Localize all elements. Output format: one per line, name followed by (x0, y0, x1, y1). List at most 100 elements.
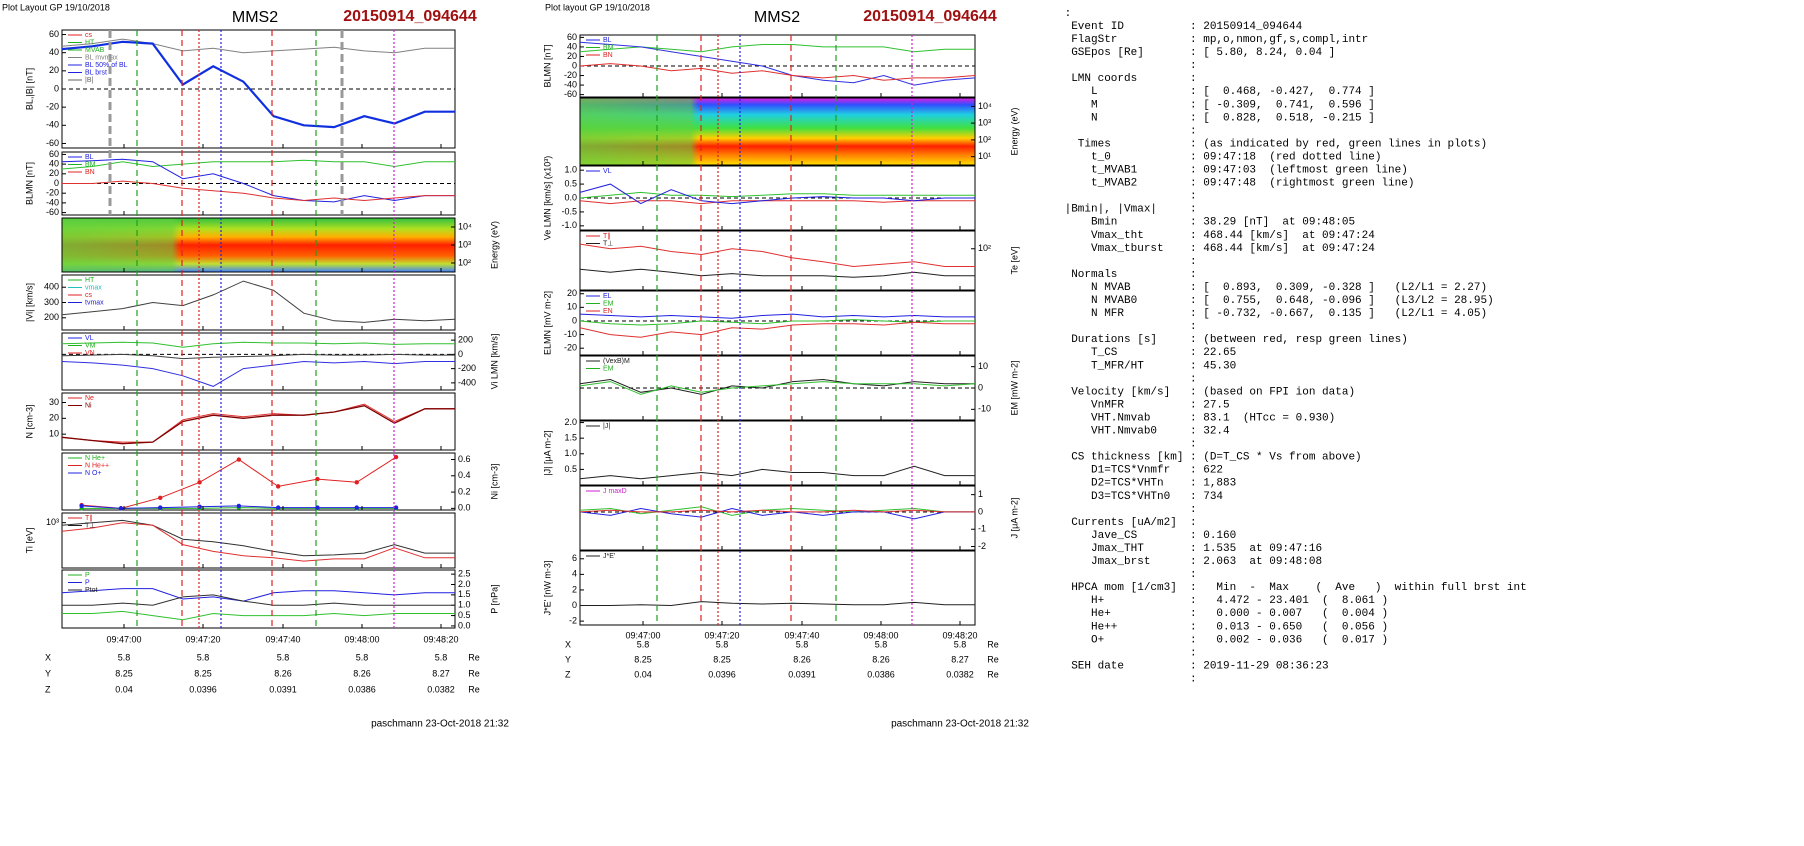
summary-line: Normals : (1058, 269, 1197, 281)
y-tick-label: -1 (978, 524, 986, 534)
y-tick-label: 40 (49, 158, 59, 168)
y-tick-label: 20 (567, 51, 577, 61)
cell: 8.26 (793, 654, 811, 664)
data-line (579, 63, 976, 81)
y-tick-label: 0.4 (458, 470, 471, 480)
summary-line: : (1058, 569, 1197, 581)
y-tick-label: -20 (46, 188, 59, 198)
plot-title: MMS2 (232, 9, 278, 26)
legend-label: VL (603, 168, 612, 175)
data-line (61, 519, 455, 557)
cell: 0.0382 (427, 684, 455, 694)
cell: 8.26 (353, 668, 371, 678)
data-line (579, 41, 976, 86)
summary-line: O+ : 0.002 - 0.036 ( 0.017 ) (1058, 634, 1388, 646)
event-id: 20150914_094644 (343, 8, 477, 25)
summary-line: HPCA mom [1/cm3] : Min - Max ( Ave ) wit… (1058, 582, 1527, 594)
summary-line: Event ID : 20150914_094644 (1058, 21, 1303, 33)
unit: Re (468, 668, 480, 678)
cell: 5.8 (356, 652, 369, 662)
y-tick-label: 60 (567, 32, 577, 42)
legend-label: T⊥ (603, 240, 613, 247)
panel-frame (61, 392, 456, 451)
summary-line: : (1058, 60, 1197, 72)
summary-line: : (1058, 125, 1197, 137)
legend-label: VL (85, 335, 94, 342)
summary-line: Vmax_tht : 468.44 [km/s] at 09:47:24 (1058, 230, 1375, 242)
data-line (579, 507, 975, 520)
cell: 8.26 (274, 668, 292, 678)
summary-line: |Bmin|, |Vmax| : (1058, 204, 1197, 216)
summary-line: N MVAB0 : [ 0.755, 0.648, -0.096 ] (L3/L… (1058, 295, 1494, 307)
cell: 5.8 (277, 652, 290, 662)
y-tick-label: 0 (54, 83, 59, 93)
y-tick-label: -200 (458, 363, 476, 373)
y-axis-label: P [nPa] (489, 584, 499, 613)
legend-label: J*E' (603, 553, 615, 560)
summary-line: T_CS : 22.65 (1058, 347, 1236, 359)
summary-line: Vmax_tburst : 468.44 [km/s] at 09:47:24 (1058, 243, 1375, 255)
summary-line: : (1058, 504, 1197, 516)
legend-label: (VexB)M (603, 358, 630, 365)
y-axis-label: BL,|B| [nT] (24, 68, 34, 110)
summary-line: Jmax_THT : 1.535 at 09:47:16 (1058, 543, 1322, 555)
y-tick-label: 0 (572, 600, 577, 610)
data-point (236, 457, 242, 462)
y-tick-label: 30 (49, 397, 59, 407)
row-label: Z (565, 669, 571, 679)
panel: 2.0 1.5 1.0 0.5 |J| [μA m-2] |J| (542, 417, 976, 486)
legend-label: Ne (85, 395, 94, 402)
panel-frame (579, 97, 976, 166)
plot-header: Plot Layout GP 19/10/2018 (2, 2, 110, 12)
unit: Re (987, 654, 999, 664)
x-tick-label: 09:47:00 (106, 634, 141, 644)
y-tick-label: 0.6 (458, 454, 471, 464)
legend-label: EM (603, 365, 614, 372)
cell: 8.25 (634, 654, 652, 664)
summary-line: : (1058, 8, 1071, 20)
unit: Re (468, 652, 480, 662)
cell: 0.0396 (189, 684, 217, 694)
y-tick-label: 0.5 (564, 464, 577, 474)
data-line (61, 360, 455, 387)
summary-line: CS thickness [km] : (D=T_CS * Vs from ab… (1058, 452, 1362, 464)
x-tick-label: 09:48:00 (344, 634, 379, 644)
summary-line: VHT.Nmvab : 83.1 (HTcc = 0.930) (1058, 412, 1335, 424)
data-point (79, 503, 84, 509)
legend-label: BL mvmax (85, 54, 118, 61)
legend-label: T⊥ (85, 522, 95, 529)
y-tick-label: 40 (567, 41, 577, 51)
y-axis-label: Vi LMN [km/s] (489, 334, 499, 390)
y-tick-label: 300 (44, 297, 59, 307)
y-tick-label: 10⁴ (978, 101, 992, 111)
panel-frame (61, 512, 456, 569)
legend-label: BL 50% of BL (85, 62, 128, 69)
data-line (579, 319, 975, 326)
summary-line: N : [ 0.828, 0.518, -0.215 ] (1058, 112, 1375, 124)
panel-frame (61, 274, 456, 331)
legend-label: BM (603, 44, 614, 51)
y-tick-label: 1.5 (564, 433, 577, 443)
y-axis-label: J*E' [nW m-3] (542, 561, 552, 616)
y-tick-label: 60 (49, 149, 59, 159)
summary-line: Times : (as indicated by red, green line… (1058, 138, 1487, 150)
plot-title: MMS2 (754, 9, 800, 26)
data-point (354, 505, 359, 510)
x-tick-label: 09:48:00 (863, 630, 898, 640)
summary-line: D1=TCS*Vnmfr : 622 (1058, 465, 1223, 477)
legend-label: Ptot (85, 587, 98, 594)
data-line (61, 522, 455, 562)
summary-line: : (1058, 256, 1197, 268)
legend-label: MVAB (85, 47, 105, 54)
legend-label: |B| (85, 77, 93, 84)
summary-line: t_MVAB1 : 09:47:03 (leftmost green line) (1058, 165, 1408, 177)
data-point (236, 503, 242, 509)
unit: Re (468, 684, 480, 694)
data-point (158, 495, 163, 500)
panel: 10 0 -10 EM [mW m-2] (VexB)MEM (579, 355, 1019, 421)
cell: 0.04 (115, 684, 133, 694)
legend-label: cs (85, 292, 93, 299)
cell: 5.8 (875, 639, 888, 649)
